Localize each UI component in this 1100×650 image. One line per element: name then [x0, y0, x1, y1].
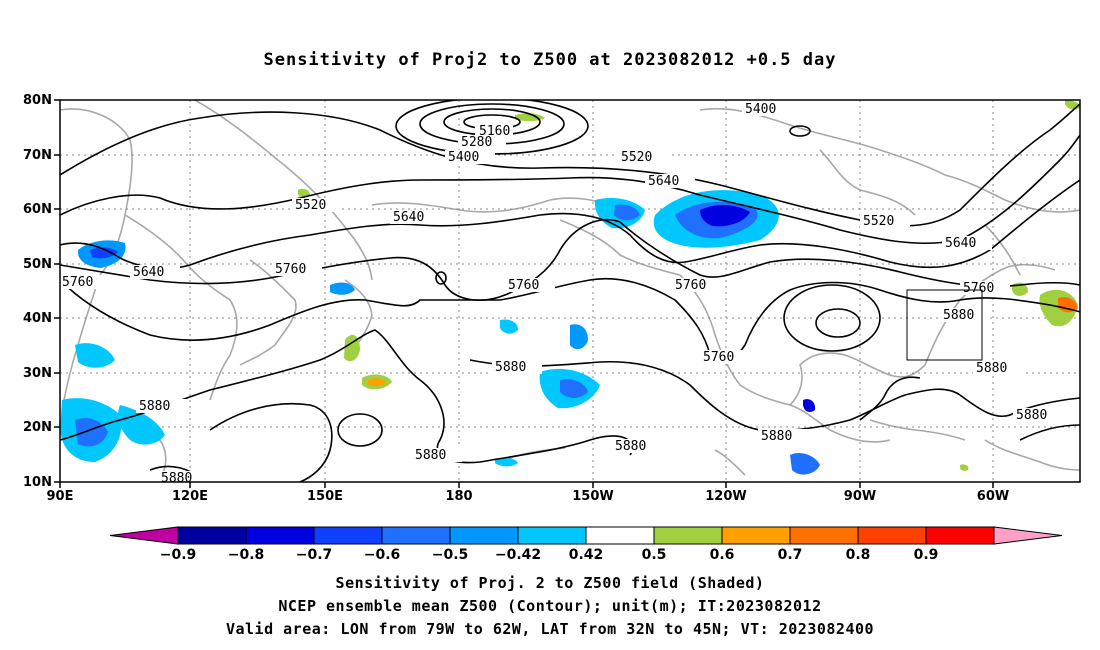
map-frame — [59, 99, 1081, 483]
contour-label: 5880 — [415, 448, 446, 463]
colorbar-label: 0.9 — [914, 547, 939, 563]
contour-label: 5640 — [133, 265, 164, 280]
colorbar-swatch — [177, 526, 247, 545]
lon-label: 180 — [445, 489, 472, 504]
colorbar-swatch — [245, 526, 315, 545]
contour-label: 5880 — [139, 399, 170, 414]
contour-label: 5760 — [703, 350, 734, 365]
colorbar-high-triangle — [993, 526, 1063, 545]
lat-label: 50N — [23, 257, 52, 272]
footer-line-2: NCEP ensemble mean Z500 (Contour); unit(… — [278, 597, 822, 615]
valid-area-box — [906, 289, 983, 361]
contour-label: 5640 — [945, 236, 976, 251]
contour-label: 5760 — [963, 281, 994, 296]
contour-label: 5760 — [675, 278, 706, 293]
lat-label: 30N — [23, 366, 52, 381]
latitude-labels: 80N 70N 60N 50N 40N 30N 20N 10N — [23, 93, 52, 490]
contour-label: 5880 — [943, 308, 974, 323]
longitude-labels: 90E 120E 150E 180 150W 120W 90W 60W — [47, 489, 1010, 504]
contour-label: 5760 — [275, 262, 306, 277]
graticule — [60, 100, 1080, 482]
colorbar-label: 0.42 — [569, 547, 604, 563]
colorbar-swatch — [517, 526, 587, 545]
lon-label: 90E — [47, 489, 74, 504]
lat-label: 70N — [23, 148, 52, 163]
contour-label: 5520 — [621, 150, 652, 165]
lat-label: 40N — [23, 311, 52, 326]
colorbar-swatch — [653, 526, 723, 545]
contour-label: 5520 — [295, 198, 326, 213]
colorbar: −0.9 −0.8 −0.7 −0.6 −0.5 −0.42 0.42 0.5 0.6 0.7 0.… — [109, 526, 1063, 563]
axis-ticks — [54, 99, 994, 488]
sensitivity-shading — [60, 100, 1080, 475]
colorbar-low-triangle — [109, 526, 179, 545]
lon-label: 120E — [172, 489, 208, 504]
map-plot-area: 5160 5280 5400 5400 5520 5520 5520 5640 … — [60, 100, 1080, 486]
contour-label: 5880 — [495, 360, 526, 375]
colorbar-swatch — [721, 526, 791, 545]
colorbar-label: −0.42 — [495, 547, 541, 563]
footer-line-1: Sensitivity of Proj. 2 to Z500 field (Sh… — [335, 574, 765, 592]
contour-labels: 5160 5280 5400 5400 5520 5520 5520 5640 … — [60, 102, 1063, 486]
contour-label: 5640 — [648, 174, 679, 189]
contour-label: 5760 — [62, 275, 93, 290]
lon-label: 150E — [307, 489, 343, 504]
colorbar-label: −0.5 — [432, 547, 469, 563]
contour-label: 5880 — [161, 471, 192, 486]
map-title: Sensitivity of Proj2 to Z500 at 20230820… — [263, 50, 837, 70]
colorbar-label: −0.7 — [296, 547, 333, 563]
colorbar-swatch — [857, 526, 927, 545]
contour-label: 5400 — [448, 150, 479, 165]
lon-label: 120W — [705, 489, 746, 504]
colorbar-label: −0.6 — [364, 547, 401, 563]
colorbar-label: 0.7 — [778, 547, 803, 563]
contour-label: 5520 — [863, 214, 894, 229]
colorbar-label: −0.8 — [228, 547, 265, 563]
lat-label: 80N — [23, 93, 52, 108]
contour-label: 5880 — [976, 361, 1007, 376]
contour-label: 5400 — [745, 102, 776, 117]
lat-label: 10N — [23, 475, 52, 490]
lat-label: 20N — [23, 420, 52, 435]
contour-label: 5880 — [1016, 408, 1047, 423]
colorbar-label: 0.5 — [642, 547, 667, 563]
z500-contours — [60, 100, 1080, 482]
lon-label: 150W — [572, 489, 613, 504]
colorbar-label: −0.9 — [160, 547, 197, 563]
colorbar-swatch — [585, 526, 655, 545]
contour-label: 5760 — [508, 278, 539, 293]
colorbar-swatch — [449, 526, 519, 545]
colorbar-label: 0.8 — [846, 547, 871, 563]
footer-line-3: Valid area: LON from 79W to 62W, LAT fro… — [225, 620, 875, 638]
colorbar-swatch — [313, 526, 383, 545]
lat-label: 60N — [23, 202, 52, 217]
colorbar-swatch — [381, 526, 451, 545]
contour-label: 5280 — [461, 135, 492, 150]
contour-label: 5880 — [615, 439, 646, 454]
coastlines — [60, 100, 1080, 482]
contour-label: 5640 — [393, 210, 424, 225]
lon-label: 90W — [844, 489, 876, 504]
lon-label: 60W — [977, 489, 1009, 504]
colorbar-swatch — [789, 526, 859, 545]
contour-label: 5880 — [761, 429, 792, 444]
colorbar-label: 0.6 — [710, 547, 735, 563]
colorbar-swatch — [925, 526, 995, 545]
